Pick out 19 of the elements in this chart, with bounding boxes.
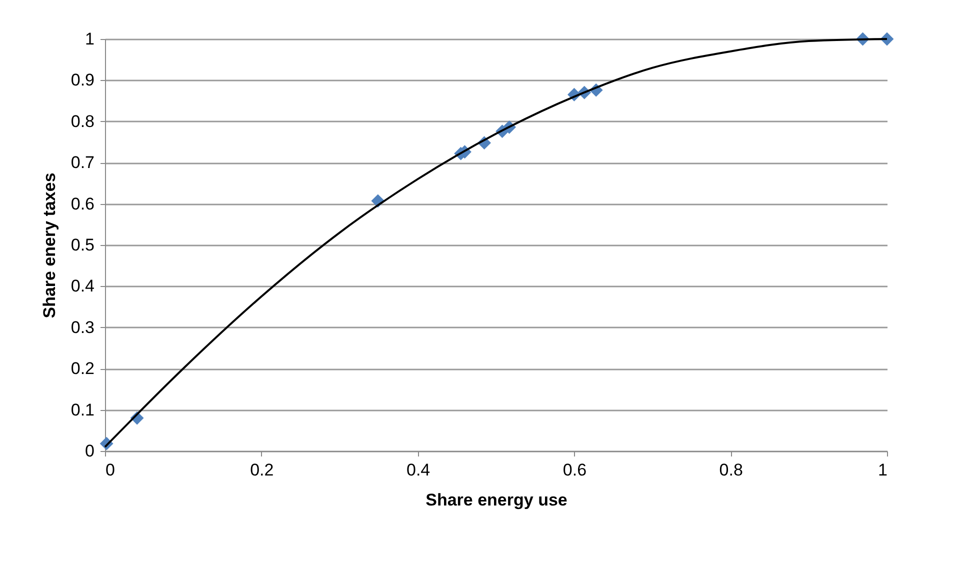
x-tick-label: 0.6 [562, 460, 587, 480]
y-axis-title: Share enery taxes [40, 172, 59, 318]
x-tick-label: 0.2 [250, 460, 274, 480]
y-tick-label: 0.1 [70, 400, 94, 420]
y-tick-label: 0 [85, 442, 94, 460]
x-tick-label: 0.8 [719, 460, 743, 480]
y-tick-label: 0.6 [70, 194, 94, 214]
x-axis-title: Share energy use [426, 490, 568, 510]
y-tick-label: 0.9 [70, 70, 94, 90]
x-tick-label: 0.4 [406, 460, 430, 480]
y-tick-label: 1 [85, 30, 94, 48]
y-tick-label: 0.3 [70, 318, 94, 337]
y-tick-label: 0.2 [70, 359, 94, 378]
x-tick-label: 0 [106, 460, 115, 480]
y-tick-label: 0.5 [70, 236, 94, 254]
y-tick-label: 0.8 [70, 112, 94, 131]
y-tick-label: 0.7 [70, 153, 94, 172]
x-tick-label: 1 [878, 460, 888, 480]
y-tick-label: 0.4 [70, 276, 94, 296]
